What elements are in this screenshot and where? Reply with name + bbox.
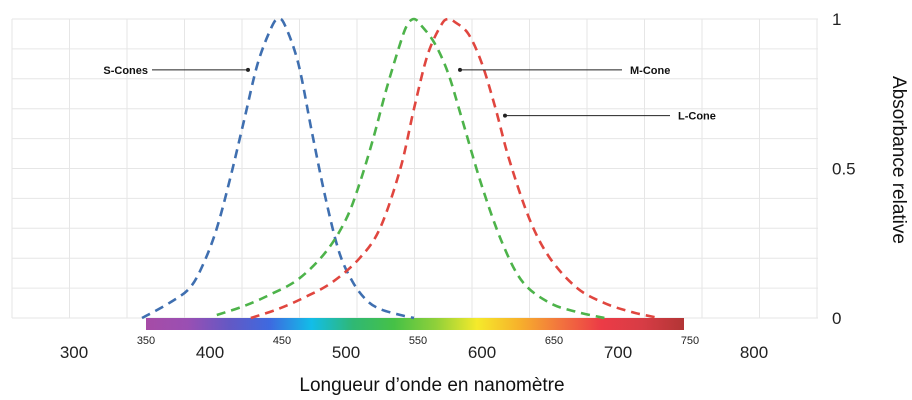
annotations: S-Cones M-Cone L-Cone bbox=[103, 65, 716, 123]
x-tick-labels: 300 400 500 600 700 800 bbox=[60, 343, 768, 362]
annotation-m-cone: M-Cone bbox=[630, 65, 670, 77]
x-tick-600: 600 bbox=[468, 343, 496, 362]
x-tick-500: 500 bbox=[332, 343, 360, 362]
x-axis-label: Longueur d’onde en nanomètre bbox=[299, 375, 564, 396]
spectrum-gradient bbox=[146, 318, 684, 330]
y-tick-labels: 00.51 bbox=[832, 10, 856, 328]
series-line-l-cone bbox=[250, 17, 660, 320]
series-line-s-cones bbox=[141, 17, 415, 320]
annotation-l-cone: L-Cone bbox=[678, 111, 716, 123]
curves bbox=[141, 17, 660, 320]
spectrum-tick-550: 550 bbox=[409, 335, 427, 347]
annotation-dot-s-cones bbox=[246, 67, 250, 72]
spectrum-tick-750: 750 bbox=[681, 335, 699, 347]
x-tick-800: 800 bbox=[740, 343, 768, 362]
spectrum-bar bbox=[146, 318, 684, 330]
spectrum-tick-450: 450 bbox=[273, 335, 291, 347]
annotation-dot-l-cone bbox=[503, 113, 507, 118]
x-tick-400: 400 bbox=[196, 343, 224, 362]
x-tick-300: 300 bbox=[60, 343, 88, 362]
annotation-dot-m-cone bbox=[458, 67, 462, 72]
spectrum-tick-350: 350 bbox=[137, 335, 155, 347]
y-axis-label: Absorbance relative bbox=[888, 76, 909, 244]
y-tick-0: 0 bbox=[832, 309, 841, 328]
series-line-m-cone bbox=[216, 17, 605, 320]
y-tick-1: 1 bbox=[832, 10, 841, 29]
annotation-s-cones: S-Cones bbox=[103, 65, 148, 77]
spectrum-tick-650: 650 bbox=[545, 335, 563, 347]
spectrum-tick-labels: 350 450 550 650 750 bbox=[137, 335, 699, 347]
x-tick-700: 700 bbox=[604, 343, 632, 362]
y-tick-0-5: 0.5 bbox=[832, 160, 856, 179]
